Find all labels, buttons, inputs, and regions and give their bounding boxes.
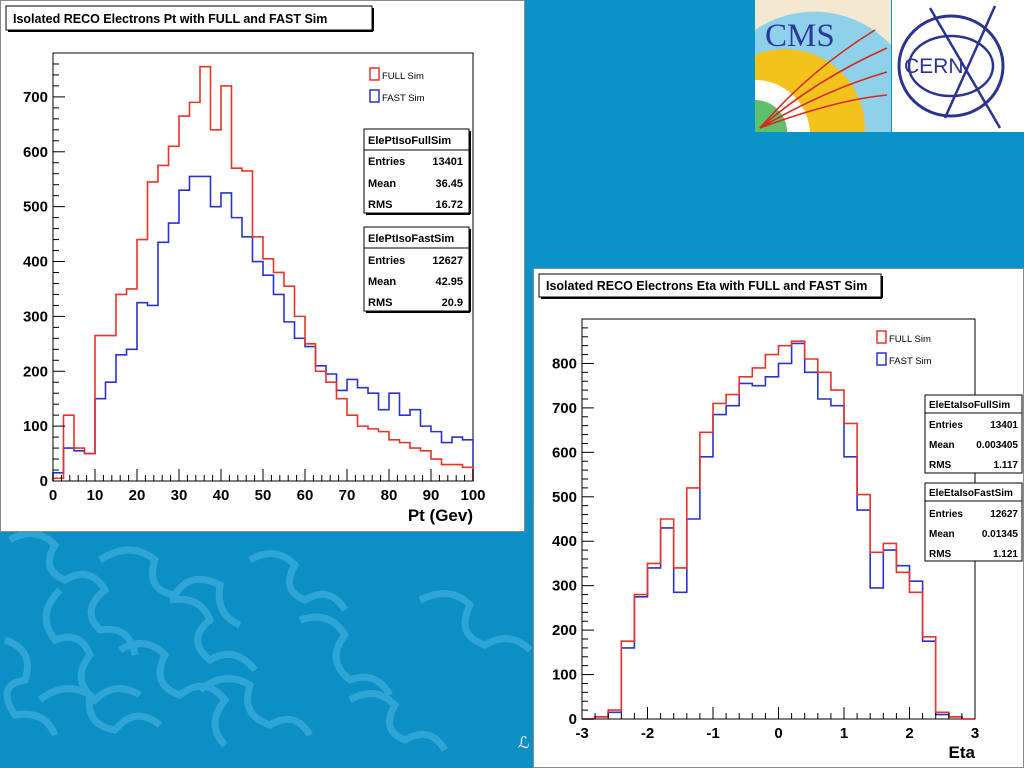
- eta-stats-fast-rms-label: RMS: [929, 549, 952, 560]
- eta-stats-fast-box: EleEtaIsoFastSim Entries 12627 Mean 0.01…: [924, 482, 1023, 562]
- eta-x-tick-label: -2: [641, 725, 654, 742]
- eta-stats-full-entries-value: 13401: [990, 420, 1018, 431]
- cms-logo: CMS: [755, 0, 891, 132]
- pt-stats-fast-rms-value: 20.9: [442, 297, 463, 309]
- pt-stats-full-mean-value: 36.45: [435, 178, 463, 190]
- pt-x-tick-label: 60: [297, 487, 314, 504]
- eta-x-tick-label: 3: [971, 725, 979, 742]
- eta-histogram-canvas: Isolated RECO Electrons Eta with FULL an…: [533, 268, 1024, 768]
- pt-y-tick-label: 100: [23, 418, 48, 435]
- pt-histogram-canvas: Isolated RECO Electrons Pt with FULL and…: [0, 0, 525, 532]
- pt-stats-fast-entries-label: Entries: [368, 255, 405, 267]
- pt-stats-full-box: ElePtIsoFullSim Entries 13401 Mean 36.45…: [363, 128, 471, 215]
- pt-series-fast-line: [52, 175, 474, 481]
- pt-x-tick-label: 10: [87, 487, 104, 504]
- eta-y-tick-label: 700: [552, 400, 577, 417]
- pt-legend-fast-swatch: [369, 89, 380, 103]
- pt-x-tick-label: 30: [171, 487, 188, 504]
- eta-stats-fast-mean-label: Mean: [929, 529, 955, 540]
- pt-stats-full-rms-value: 16.72: [435, 199, 463, 211]
- eta-histogram-chart: Isolated RECO Electrons Eta with FULL an…: [538, 273, 1023, 762]
- pt-stats-fast-rms-label: RMS: [368, 297, 392, 309]
- eta-stats-full-mean-label: Mean: [929, 440, 955, 451]
- pt-y-tick-label: 400: [23, 254, 48, 271]
- cms-logo-text: CMS: [765, 18, 835, 54]
- eta-legend-full-label: FULL Sim: [889, 334, 931, 345]
- pt-x-tick-label: 0: [49, 487, 57, 504]
- pt-stats-full-name: ElePtIsoFullSim: [368, 135, 451, 147]
- eta-chart-title: Isolated RECO Electrons Eta with FULL an…: [546, 279, 867, 293]
- eta-y-tick-label: 600: [552, 444, 577, 461]
- eta-x-tick-label: -1: [706, 725, 719, 742]
- eta-stats-fast-entries-value: 12627: [990, 509, 1018, 520]
- pt-x-tick-label: 20: [129, 487, 146, 504]
- pt-series-full-line: [52, 65, 474, 481]
- eta-stats-full-rms-value: 1.117: [994, 460, 1019, 471]
- pt-histogram-chart: Isolated RECO Electrons Pt with FULL and…: [5, 5, 486, 525]
- pt-title-box: Isolated RECO Electrons Pt with FULL and…: [5, 5, 374, 32]
- eta-stats-full-rms-label: RMS: [929, 460, 952, 471]
- pt-x-tick-label: 50: [255, 487, 272, 504]
- pt-y-tick-label: 0: [40, 473, 48, 490]
- pt-stats-fast-mean-label: Mean: [368, 276, 396, 288]
- pt-stats-full-rms-label: RMS: [368, 199, 392, 211]
- pt-legend-full-label: FULL Sim: [382, 71, 424, 82]
- eta-x-tick-label: 0: [774, 725, 782, 742]
- eta-stats-full-mean-value: 0.003405: [976, 440, 1018, 451]
- pt-x-tick-label: 90: [423, 487, 440, 504]
- pt-x-tick-label: 70: [339, 487, 356, 504]
- pt-legend: FULL Sim FAST Sim: [369, 67, 425, 104]
- eta-y-tick-label: 200: [552, 622, 577, 639]
- pt-stats-fast-mean-value: 42.95: [435, 276, 463, 288]
- eta-y-tick-label: 800: [552, 355, 577, 372]
- puzzle-pattern: [3, 530, 533, 752]
- pt-y-tick-label: 700: [23, 89, 48, 106]
- eta-series-full-line: [582, 340, 975, 720]
- eta-stats-fast-mean-value: 0.01345: [982, 529, 1019, 540]
- pt-stats-full-entries-value: 13401: [432, 156, 463, 168]
- eta-y-tick-label: 500: [552, 489, 577, 506]
- pt-stats-fast-entries-value: 12627: [432, 255, 463, 267]
- eta-stats-fast-rms-value: 1.121: [993, 549, 1018, 560]
- pt-y-tick-label: 600: [23, 144, 48, 161]
- eta-x-tick-label: -3: [575, 725, 588, 742]
- eta-stats-fast-name: EleEtaIsoFastSim: [929, 488, 1013, 499]
- eta-legend: FULL Sim FAST Sim: [876, 330, 932, 367]
- eta-legend-fast-swatch: [876, 352, 887, 366]
- eta-stats-full-box: EleEtaIsoFullSim Entries 13401 Mean 0.00…: [924, 394, 1023, 474]
- eta-stats-full-entries-label: Entries: [929, 420, 963, 431]
- pt-chart-title: Isolated RECO Electrons Pt with FULL and…: [13, 12, 327, 26]
- pt-legend-full-swatch: [369, 67, 380, 81]
- eta-stats-fast-entries-label: Entries: [929, 509, 963, 520]
- pt-x-tick-label: 100: [460, 487, 485, 504]
- pt-x-tick-label: 40: [213, 487, 230, 504]
- pt-y-tick-label: 500: [23, 199, 48, 216]
- footer-glyph: ℒ: [518, 733, 530, 752]
- pt-legend-fast-label: FAST Sim: [382, 93, 425, 104]
- eta-x-tick-label: 2: [905, 725, 913, 742]
- eta-y-tick-label: 100: [552, 667, 577, 684]
- pt-y-tick-label: 300: [23, 308, 48, 325]
- eta-x-axis-label: Eta: [949, 743, 976, 762]
- pt-stats-full-mean-label: Mean: [368, 178, 396, 190]
- cern-logo: CERN: [892, 0, 1024, 132]
- pt-stats-full-entries-label: Entries: [368, 156, 405, 168]
- pt-x-axis-label: Pt (Gev): [408, 506, 473, 525]
- eta-title-box: Isolated RECO Electrons Eta with FULL an…: [538, 273, 883, 299]
- pt-y-tick-label: 200: [23, 363, 48, 380]
- pt-stats-fast-name: ElePtIsoFastSim: [368, 233, 454, 245]
- pt-stats-fast-box: ElePtIsoFastSim Entries 12627 Mean 42.95…: [363, 226, 471, 313]
- pt-x-tick-label: 80: [381, 487, 398, 504]
- eta-y-tick-label: 300: [552, 578, 577, 595]
- eta-x-tick-label: 1: [840, 725, 848, 742]
- cern-logo-text: CERN: [904, 55, 964, 78]
- eta-y-tick-label: 0: [569, 711, 577, 728]
- logo-banner: CMS CERN: [755, 0, 1024, 132]
- eta-legend-fast-label: FAST Sim: [889, 356, 932, 367]
- eta-plot-frame: [581, 318, 976, 720]
- eta-legend-full-swatch: [876, 330, 887, 344]
- eta-stats-full-name: EleEtaIsoFullSim: [929, 400, 1010, 411]
- eta-y-tick-label: 400: [552, 533, 577, 550]
